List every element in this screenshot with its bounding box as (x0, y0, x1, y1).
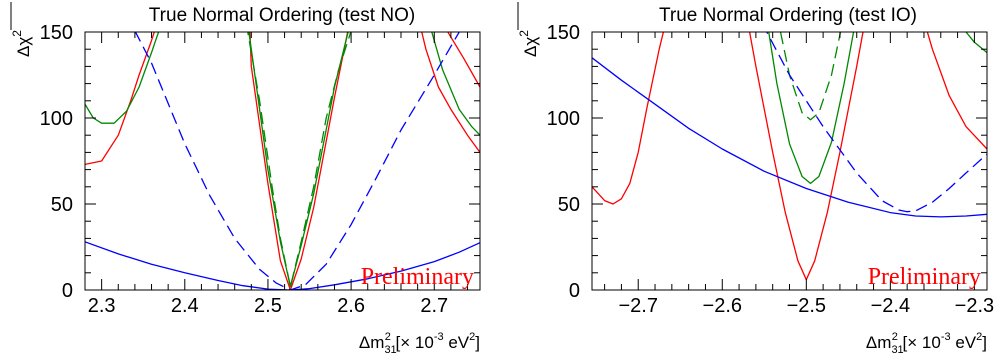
series-group (592, 32, 987, 281)
series-line-blue-solid-7 (85, 241, 480, 290)
y-tick-label: 0 (62, 280, 73, 302)
x-tick-label: 2.6 (337, 295, 365, 317)
series-line-blue-dashed-8 (134, 32, 461, 290)
series-line-red-solid-3 (926, 32, 987, 150)
series-line-green-solid-4 (248, 32, 349, 288)
series-group (85, 32, 480, 290)
y-tick-label: 0 (569, 280, 580, 302)
series-line-blue-dashed-8 (766, 32, 987, 213)
x-axis-label: Δm312 [× 10-3 eV2] (359, 331, 480, 356)
x-tick-label: 2.7 (420, 295, 448, 317)
chart-title: True Normal Ordering (test NO) (149, 5, 415, 26)
plot-frame (84, 31, 481, 291)
y-tick-label: 100 (40, 108, 73, 130)
x-tick-label: 2.5 (254, 295, 282, 317)
x-tick-label: −2.5 (787, 295, 826, 317)
x-axis-label: Δm312 [× 10-3 eV2] (866, 331, 987, 356)
series-line-red-solid-2 (447, 32, 480, 88)
chart-title: True Normal Ordering (test IO) (659, 5, 917, 26)
series-line-green-solid-4 (768, 32, 855, 185)
y-tick-label: 50 (558, 194, 580, 216)
y-tick-label: 100 (547, 108, 580, 130)
series-line-green-dashed-6 (779, 32, 842, 121)
x-tick-label: −2.7 (618, 295, 657, 317)
series-line-blue-solid-7 (592, 57, 987, 218)
series-line-red-solid-1 (592, 32, 665, 205)
chart-panel-1: 2.3 2.4 2.5 2.6 2.7 0 50 100 150 True Normal Orde… (10, 2, 481, 356)
series-line-red-solid-1 (85, 32, 480, 290)
series-line-green-solid-5 (431, 32, 480, 136)
y-axis-label: Δχ2 (517, 30, 540, 57)
y-tick-label: 50 (51, 194, 73, 216)
series-line-green-dashed-6 (247, 32, 352, 288)
y-tick-label: 150 (40, 22, 73, 44)
x-tick-label: −2.4 (871, 295, 910, 317)
x-tick-label: −2.6 (703, 295, 742, 317)
x-tick-label: 2.3 (88, 295, 116, 317)
preliminary-annotation: Preliminary (361, 264, 474, 290)
y-axis-label: Δχ2 (10, 30, 33, 57)
plot-frame (591, 31, 988, 291)
series-line-green-solid-3 (85, 32, 160, 124)
chart-panel-2: −2.7 −2.6 −2.5 −2.4 −2.3 0 50 100 150 True Normal… (517, 2, 994, 356)
x-tick-label: 2.4 (171, 295, 199, 317)
y-tick-label: 150 (547, 22, 580, 44)
preliminary-annotation: Preliminary (868, 264, 981, 290)
x-tick-label: −2.3 (955, 295, 994, 317)
